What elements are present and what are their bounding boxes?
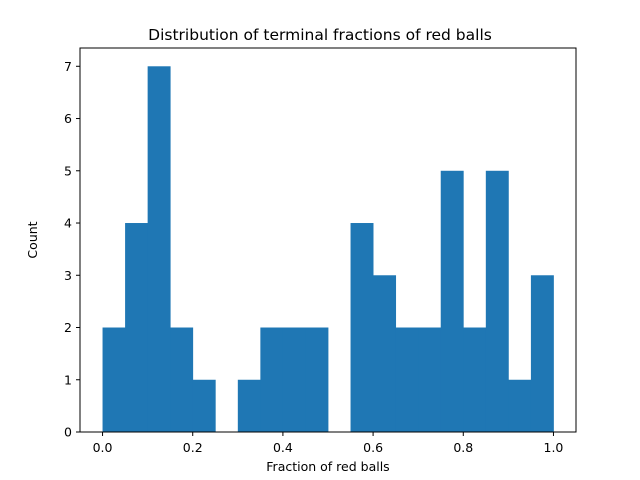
y-tick-label: 6 <box>64 111 72 126</box>
histogram-bar <box>170 327 194 432</box>
y-tick-label: 4 <box>64 216 72 231</box>
plot-frame <box>79 47 577 433</box>
x-tick-label: 1.0 <box>544 440 564 455</box>
chart-title: Distribution of terminal fractions of re… <box>148 26 492 44</box>
histogram-bar <box>373 275 397 432</box>
histogram-bar <box>508 379 532 432</box>
histogram-bar <box>463 327 487 432</box>
y-tick-label: 1 <box>64 372 72 387</box>
histogram-bar <box>147 66 171 433</box>
histogram-bar <box>192 379 216 432</box>
histogram-bar <box>305 327 329 432</box>
x-axis-ticks: 0.0 0.2 0.4 0.6 0.8 1.0 <box>93 432 564 455</box>
y-tick-label: 5 <box>64 163 72 178</box>
histogram-bar <box>395 327 419 432</box>
x-tick-label: 0.2 <box>183 440 203 455</box>
histogram-bar <box>530 275 554 432</box>
y-axis-label: Count <box>25 221 40 258</box>
histogram-bar <box>237 379 261 432</box>
x-tick-label: 0.8 <box>453 440 473 455</box>
x-tick-label: 0.0 <box>93 440 113 455</box>
x-tick-label: 0.4 <box>273 440 293 455</box>
histogram-bar <box>485 170 509 432</box>
x-tick-label: 0.6 <box>363 440 383 455</box>
histogram-bar <box>125 223 149 432</box>
histogram-bar <box>440 170 464 432</box>
y-tick-label: 0 <box>64 425 72 440</box>
y-tick-label: 7 <box>64 59 72 74</box>
bars-group <box>102 66 554 433</box>
histogram-bar <box>350 223 374 432</box>
histogram-bar <box>282 327 306 432</box>
y-tick-label: 3 <box>64 268 72 283</box>
histogram-bar <box>260 327 284 432</box>
x-axis-label: Fraction of red balls <box>266 459 389 474</box>
y-tick-label: 2 <box>64 320 72 335</box>
histogram-bar <box>418 327 442 432</box>
y-axis-ticks: 0 1 2 3 4 5 6 7 <box>64 59 80 440</box>
histogram-bar <box>102 327 126 432</box>
